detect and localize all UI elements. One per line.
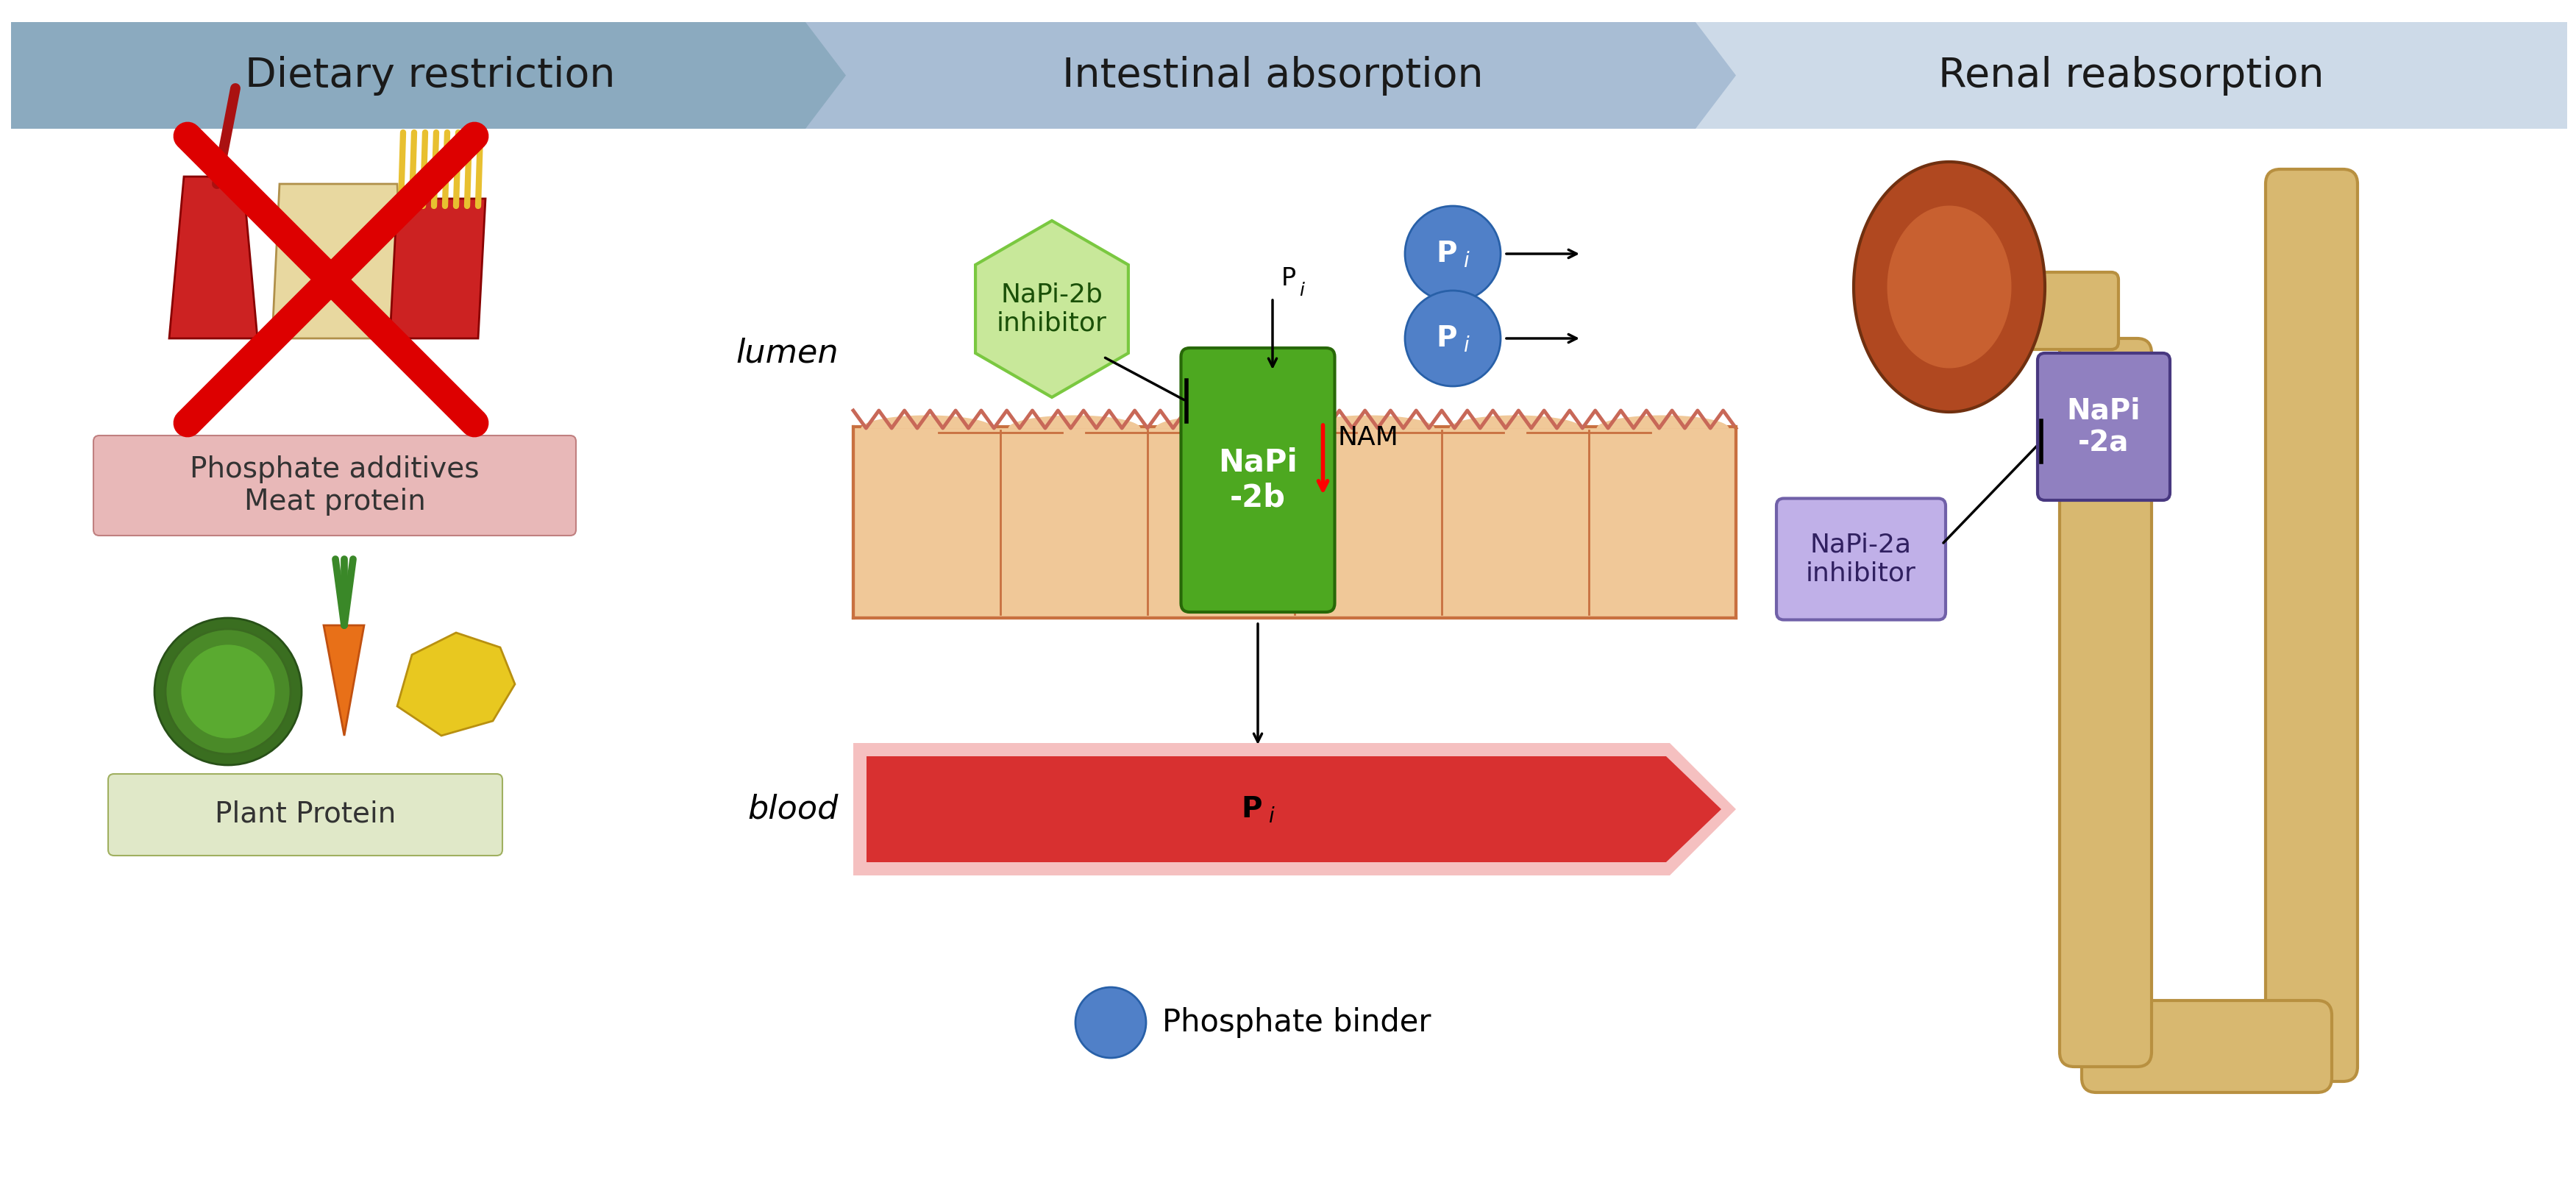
Circle shape: [1074, 988, 1146, 1058]
Text: Renal reabsorption: Renal reabsorption: [1937, 55, 2324, 96]
Text: P: P: [1242, 795, 1262, 824]
Polygon shape: [325, 625, 363, 735]
Polygon shape: [853, 743, 1736, 876]
Polygon shape: [10, 22, 850, 129]
FancyBboxPatch shape: [1180, 348, 1334, 612]
FancyBboxPatch shape: [853, 427, 1736, 618]
Text: NaPi-2b
inhibitor: NaPi-2b inhibitor: [997, 282, 1108, 336]
Text: i: i: [1298, 282, 1303, 300]
FancyBboxPatch shape: [2264, 169, 2357, 1081]
Text: blood: blood: [747, 793, 840, 825]
Polygon shape: [976, 221, 1128, 398]
Polygon shape: [397, 632, 515, 735]
FancyBboxPatch shape: [2081, 1001, 2331, 1093]
Text: P: P: [1437, 325, 1458, 353]
Polygon shape: [273, 184, 404, 339]
Text: i: i: [1267, 806, 1275, 827]
FancyBboxPatch shape: [1777, 498, 1945, 620]
Polygon shape: [389, 198, 484, 339]
Text: Plant Protein: Plant Protein: [214, 800, 397, 828]
Text: NaPi-2a
inhibitor: NaPi-2a inhibitor: [1806, 532, 1917, 586]
Text: NAM: NAM: [1337, 425, 1399, 451]
Circle shape: [1404, 290, 1502, 386]
Circle shape: [1404, 206, 1502, 302]
Circle shape: [180, 644, 276, 740]
Text: P: P: [1437, 240, 1458, 268]
FancyBboxPatch shape: [2002, 273, 2117, 349]
Text: Intestinal absorption: Intestinal absorption: [1061, 55, 1484, 96]
Text: NaPi
-2a: NaPi -2a: [2066, 396, 2141, 457]
FancyBboxPatch shape: [2061, 339, 2151, 1067]
Text: Dietary restriction: Dietary restriction: [245, 55, 616, 96]
FancyBboxPatch shape: [2038, 353, 2169, 500]
Text: i: i: [1463, 335, 1468, 356]
Circle shape: [1236, 531, 1278, 572]
FancyBboxPatch shape: [93, 435, 577, 536]
FancyBboxPatch shape: [108, 774, 502, 855]
Text: i: i: [1463, 251, 1468, 271]
Polygon shape: [866, 756, 1721, 863]
Polygon shape: [170, 177, 258, 339]
Text: lumen: lumen: [737, 337, 840, 369]
Text: Phosphate binder: Phosphate binder: [1162, 1007, 1432, 1038]
Circle shape: [165, 629, 291, 754]
Polygon shape: [1888, 205, 2012, 368]
Text: NaPi
-2b: NaPi -2b: [1218, 447, 1298, 513]
Text: P: P: [1280, 267, 1296, 290]
Polygon shape: [1695, 22, 2568, 129]
Polygon shape: [806, 22, 1739, 129]
Text: Phosphate additives
Meat protein: Phosphate additives Meat protein: [191, 455, 479, 516]
Circle shape: [155, 618, 301, 765]
Polygon shape: [1855, 162, 2045, 412]
